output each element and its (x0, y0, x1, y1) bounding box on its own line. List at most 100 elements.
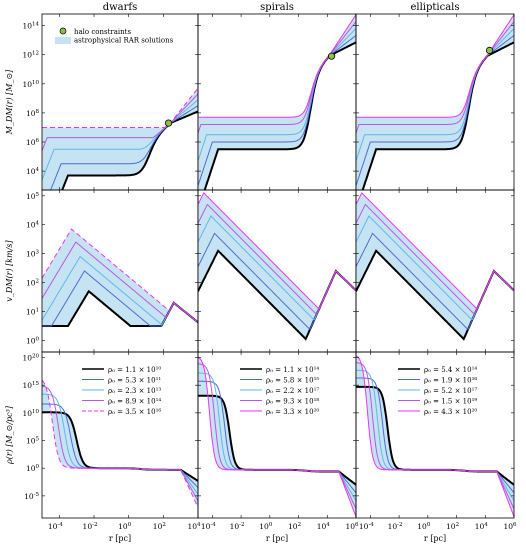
legend-entry: ρ₀ = 1.5 × 10¹⁹ (424, 398, 477, 406)
x-tick-label: 104 (317, 522, 331, 531)
rar-solutions-band (356, 14, 514, 190)
x-tick-label: 106 (503, 522, 517, 531)
legend-entry: ρ₀ = 1.9 × 10¹⁶ (424, 377, 477, 385)
column-title-dwarfs: dwarfs (103, 2, 138, 13)
rho-legend-ellipticals: ρ₀ = 5.4 × 10¹⁴ ρ₀ = 1.9 × 10¹⁶ ρ₀ = 5.2 ×… (398, 366, 477, 416)
x-tick-label: 10-4 (201, 522, 216, 531)
series-line-3 (198, 21, 356, 134)
x-tick-label: 100 (118, 522, 132, 531)
x-tick-label: 10-4 (359, 522, 374, 531)
panel-frame (355, 351, 515, 519)
legend-entry: ρ₀ = 2.2 × 10¹⁷ (266, 387, 319, 395)
y-tick-label: 1015 (22, 381, 39, 390)
x-tick-label: 10-2 (388, 522, 403, 531)
legend-entry: ρ₀ = 9.3 × 10¹⁸ (266, 398, 319, 406)
y-tick-label: 108 (26, 109, 40, 118)
y-tick-label: 103 (26, 250, 40, 259)
rar-solutions-band (356, 192, 514, 339)
series-line-3 (356, 21, 514, 134)
rho-legend-spirals: ρ₀ = 1.1 × 10¹⁴ ρ₀ = 5.8 × 10¹⁵ ρ₀ = 2.2 ×… (240, 366, 319, 416)
y-tick-label: 104 (26, 167, 40, 176)
x-axis-label: r [pc] (424, 534, 446, 543)
x-axis-label: r [pc] (109, 534, 131, 543)
rar-solutions-band (42, 88, 198, 190)
legend-entry: ρ₀ = 1.1 × 10¹⁰ (108, 366, 161, 374)
series-line-4 (42, 87, 198, 128)
mass-dwarfs: 104 106 108 1010 1012 1014 (22, 13, 199, 191)
x-tick-label: 102 (288, 522, 301, 531)
y-tick-label: 102 (26, 279, 39, 288)
x-tick-label: 100 (259, 522, 273, 531)
series-line-4 (356, 14, 514, 118)
x-tick-label: 100 (417, 522, 431, 531)
y-tick-label: 1010 (22, 409, 39, 418)
rar-solutions-band (42, 229, 198, 326)
y-tick-label: 1020 (22, 354, 39, 363)
legend-entry: ρ₀ = 8.9 × 10¹⁴ (108, 398, 161, 406)
y-tick-label: 1014 (22, 22, 39, 31)
x-tick-label: 104 (475, 522, 489, 531)
legend-entry: ρ₀ = 3.5 × 10¹⁶ (108, 408, 161, 416)
column-title-ellipticals: ellipticals (410, 2, 459, 13)
halo-constraint-marker (485, 46, 494, 54)
y-tick-label: 100 (26, 336, 40, 345)
halo-constraint-marker (327, 52, 336, 60)
legend-entry: halo constraints (74, 28, 131, 36)
vel-ellipticals (355, 189, 515, 353)
legend-entry: ρ₀ = 1.1 × 10¹⁴ (266, 366, 319, 374)
rar-solutions-band (198, 14, 356, 190)
y-tick-label: 1010 (22, 80, 39, 89)
legend-entry: ρ₀ = 5.2 × 10¹⁷ (424, 387, 477, 395)
y-tick-label: 101 (26, 308, 39, 317)
legend-entry: ρ₀ = 5.3 × 10¹¹ (108, 377, 161, 385)
vel-spirals (197, 189, 357, 353)
y-tick-label: 105 (26, 437, 40, 446)
series-line-4 (198, 192, 356, 310)
series-line-4 (198, 356, 356, 517)
y-axis-label: ρ(r) [M_⊙/pc³] (5, 405, 14, 465)
series-line-4 (356, 355, 514, 517)
legend-entry: ρ₀ = 2.3 × 10¹³ (108, 387, 161, 395)
y-axis-label: v_DM(r) [km/s] (5, 240, 14, 302)
legend-entry: ρ₀ = 5.8 × 10¹⁵ (266, 377, 319, 385)
x-tick-label: 102 (153, 522, 166, 531)
panel-frame (355, 13, 515, 191)
legend-entry: ρ₀ = 4.3 × 10²⁰ (424, 408, 477, 416)
series-line-4 (356, 192, 514, 310)
y-axis-label: M_DM(r) [M_⊙] (5, 69, 14, 135)
rho-ellipticals: 10-4 10-2 100 102 104 106 (355, 351, 517, 531)
column-title-spirals: spirals (260, 2, 294, 13)
series-line-4 (42, 379, 198, 508)
y-tick-label: 105 (26, 192, 40, 201)
y-tick-label: 104 (26, 221, 40, 230)
halo-constraint-marker (164, 119, 173, 127)
vel-dwarfs: 100 101 102 103 104 105 (26, 189, 199, 353)
rar-solutions-band (198, 192, 356, 339)
x-axis-label: r [pc] (266, 534, 288, 543)
mass-ellipticals (355, 13, 515, 191)
series-line-4 (42, 228, 198, 323)
y-tick-label: 106 (26, 138, 40, 147)
y-tick-label: 1012 (22, 51, 39, 60)
rar-solutions-band (42, 380, 198, 508)
x-tick-label: 106 (345, 522, 359, 531)
series-line-3 (42, 241, 198, 323)
rho-legend-dwarfs: ρ₀ = 1.1 × 10¹⁰ ρ₀ = 5.3 × 10¹¹ ρ₀ = 2.3 ×… (82, 366, 161, 416)
x-tick-label: 10-4 (48, 522, 63, 531)
panel-frame (197, 13, 357, 191)
x-tick-label: 10-2 (230, 522, 245, 531)
series-line-4 (198, 14, 356, 118)
x-tick-label: 10-2 (83, 522, 98, 531)
mass-spirals (197, 13, 357, 191)
legend-entry: ρ₀ = 3.3 × 10²⁰ (266, 408, 319, 416)
x-tick-label: 104 (187, 522, 201, 531)
legend-entry: ρ₀ = 5.4 × 10¹⁴ (424, 366, 477, 374)
series-line-1 (356, 35, 514, 186)
rho-spirals: 10-4 10-2 100 102 104 106 (197, 351, 359, 531)
y-tick-label: 10-5 (24, 492, 39, 501)
x-tick-label: 102 (446, 522, 459, 531)
y-tick-label: 100 (26, 464, 40, 473)
legend-entry: astrophysical RAR solutions (74, 37, 174, 45)
